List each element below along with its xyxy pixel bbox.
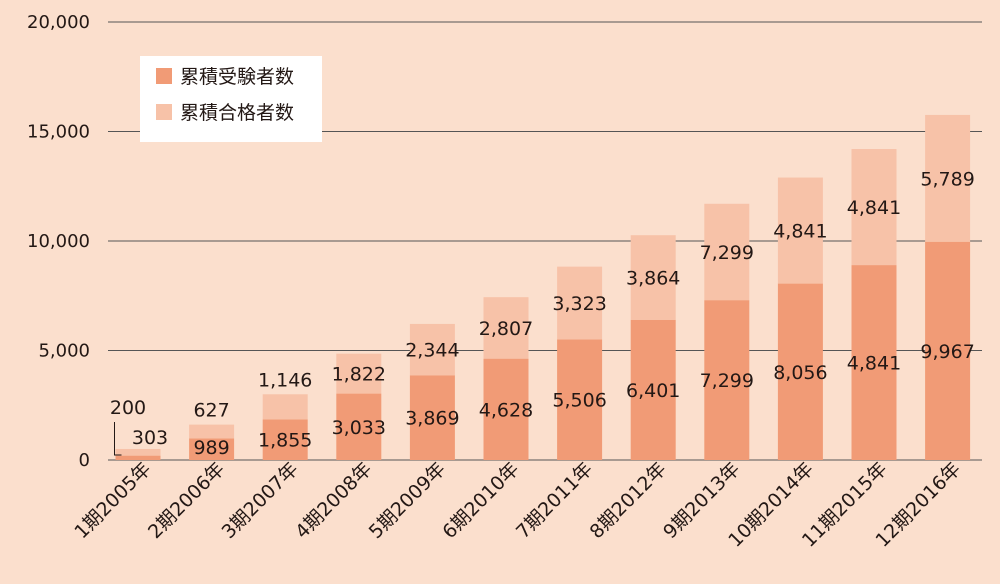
bar-passers	[336, 353, 382, 394]
y-tick-label: 10,000	[27, 231, 90, 252]
data-labels: 200 303 989 627 1,855 1,146 3,033 1,822 3,869 2,3…	[110, 168, 975, 459]
data-label-examinees: 9,967	[920, 341, 974, 363]
bar-passers	[777, 177, 823, 284]
bar-examinees	[336, 393, 382, 460]
bar-passers	[704, 203, 750, 301]
data-label-passers: 5,789	[920, 168, 974, 190]
bar-examinees	[262, 419, 308, 460]
data-label-passers: 1,146	[258, 369, 312, 391]
legend-swatch	[156, 68, 172, 84]
data-label-passers: 3,323	[552, 293, 606, 315]
bar-passers	[630, 235, 676, 320]
data-label-passers: 2,344	[405, 340, 459, 362]
data-label-passers: 1,822	[332, 364, 386, 386]
bar-examinees	[630, 319, 676, 460]
data-label-passers: 303	[132, 427, 168, 449]
bar-examinees	[704, 300, 750, 460]
data-label-passers: 4,841	[773, 221, 827, 243]
data-label-passers: 3,864	[626, 268, 680, 290]
bar-examinees	[851, 265, 897, 460]
bar-examinees	[409, 375, 455, 460]
data-label-passers: 4,841	[847, 197, 901, 219]
bar-passers	[115, 448, 161, 456]
legend-swatch	[156, 104, 172, 120]
bar-passers	[483, 297, 529, 359]
data-label-passers: 7,299	[700, 242, 754, 264]
y-axis-ticks: 0 5,000 10,000 15,000 20,000	[27, 12, 90, 471]
bar-passers	[262, 394, 308, 420]
bar-passers	[851, 149, 897, 266]
data-label-examinees: 5,506	[552, 390, 606, 412]
data-label-examinees: 4,841	[847, 353, 901, 375]
data-label-examinees: 3,869	[405, 408, 459, 430]
bar-examinees	[483, 358, 529, 460]
data-label-examinees: 6,401	[626, 380, 680, 402]
bar-examinees	[777, 283, 823, 460]
bar-examinees	[189, 438, 235, 460]
data-label-passers: 2,807	[479, 318, 533, 340]
data-label-examinees: 3,033	[332, 417, 386, 439]
data-label-examinees: 4,628	[479, 399, 533, 421]
data-label-passers: 627	[193, 400, 229, 422]
y-tick-label: 5,000	[38, 341, 90, 362]
legend-label: 累積受験者数	[180, 66, 294, 88]
bar-passers	[925, 114, 971, 242]
bar-examinees	[115, 455, 161, 460]
bar-examinees	[925, 241, 971, 460]
data-label-examinees: 1,855	[258, 430, 312, 452]
bars	[115, 114, 971, 460]
data-label-examinees: 989	[193, 437, 229, 459]
data-label-examinees: 7,299	[700, 370, 754, 392]
data-label-examinees: 200	[110, 397, 146, 419]
bar-passers	[557, 266, 603, 340]
y-tick-label: 0	[79, 450, 90, 471]
bar-examinees	[557, 339, 603, 460]
y-tick-label: 15,000	[27, 122, 90, 143]
label-bracket	[114, 422, 122, 456]
bar-passers	[189, 424, 235, 439]
legend-label: 累積合格者数	[180, 102, 294, 124]
bar-passers	[409, 323, 455, 376]
data-label-examinees: 8,056	[773, 362, 827, 384]
y-tick-label: 20,000	[27, 12, 90, 33]
